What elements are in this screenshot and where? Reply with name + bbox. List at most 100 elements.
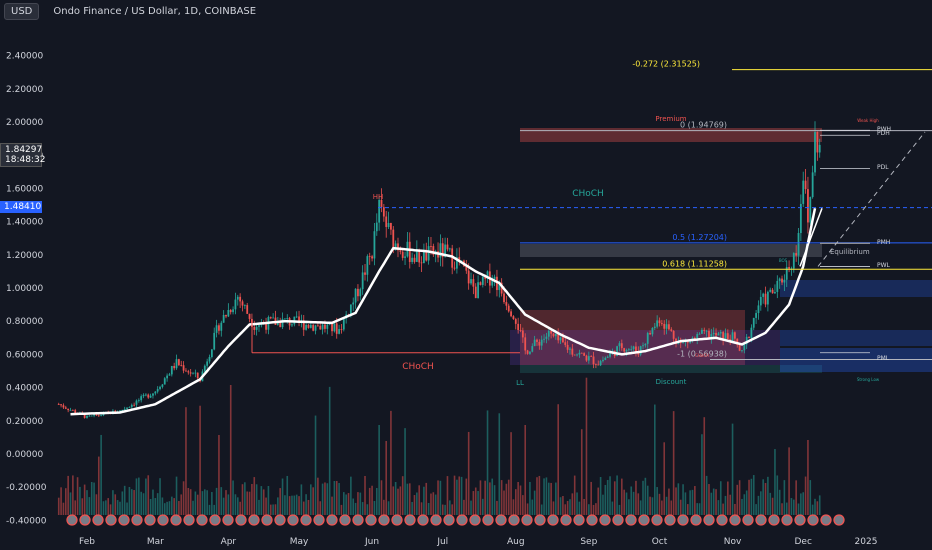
candle-body bbox=[173, 365, 176, 369]
volume-bar bbox=[220, 487, 223, 515]
volume-bar bbox=[491, 478, 494, 515]
y-axis-tick: 0.00000 bbox=[6, 450, 43, 460]
volume-bar bbox=[69, 492, 72, 515]
volume-bar bbox=[479, 480, 482, 515]
volume-bar bbox=[698, 503, 701, 515]
candle-body bbox=[571, 348, 574, 355]
candle-body bbox=[218, 325, 220, 331]
candle-body bbox=[368, 256, 371, 257]
candle-body bbox=[291, 324, 293, 326]
volume-bar bbox=[373, 500, 376, 515]
volume-bar bbox=[62, 502, 65, 515]
volume-bar bbox=[580, 429, 583, 515]
candle-body bbox=[307, 324, 310, 328]
candle-body bbox=[326, 324, 329, 329]
volume-bar bbox=[449, 500, 451, 515]
candle-body bbox=[156, 389, 159, 392]
candle-body bbox=[799, 203, 802, 234]
volume-bar bbox=[467, 431, 470, 515]
volume-bar bbox=[811, 504, 814, 515]
volume-bar bbox=[783, 480, 786, 515]
event-icon bbox=[820, 514, 832, 526]
volume-bar bbox=[774, 449, 776, 515]
candle-body bbox=[57, 404, 60, 405]
currency-button[interactable]: USD bbox=[4, 2, 40, 20]
candle-body bbox=[354, 288, 357, 303]
volume-bar bbox=[804, 476, 807, 515]
volume-bar bbox=[507, 479, 510, 515]
candle-body bbox=[809, 197, 812, 223]
fib-level-label: -1 (0.56938) bbox=[677, 349, 727, 358]
candle-body bbox=[145, 394, 147, 396]
volume-bar bbox=[734, 503, 736, 515]
candle-body bbox=[465, 266, 468, 271]
volume-bar bbox=[498, 413, 501, 515]
candle-body bbox=[88, 415, 91, 417]
candle-body bbox=[576, 354, 578, 356]
candle-body bbox=[580, 352, 583, 354]
candle-body bbox=[769, 289, 772, 292]
candle-body bbox=[189, 372, 192, 374]
candle-body bbox=[382, 207, 385, 217]
volume-bar bbox=[642, 480, 644, 515]
candle-body bbox=[439, 243, 442, 258]
volume-bar bbox=[788, 447, 790, 515]
candle-body bbox=[338, 329, 340, 334]
volume-bar bbox=[444, 504, 446, 515]
candle-body bbox=[783, 279, 786, 283]
volume-bar bbox=[646, 485, 649, 515]
candle-body bbox=[646, 332, 649, 344]
volume-bar bbox=[123, 485, 126, 515]
projection-solid-line bbox=[799, 208, 823, 267]
candle-body bbox=[599, 361, 602, 366]
candle-body bbox=[93, 414, 95, 416]
candle-body bbox=[71, 409, 74, 411]
pmh-label: PMH bbox=[877, 239, 890, 246]
premium-zone bbox=[520, 128, 822, 142]
volume-bar bbox=[213, 504, 216, 515]
volume-bar bbox=[425, 482, 428, 515]
pml-label: PML bbox=[877, 355, 890, 362]
volume-bar bbox=[100, 434, 102, 515]
y-axis-tick: 0.80000 bbox=[6, 317, 43, 327]
candle-body bbox=[366, 256, 369, 275]
candle-body bbox=[357, 288, 359, 297]
pdl-label: PDL bbox=[877, 164, 889, 171]
event-icon bbox=[144, 514, 156, 526]
volume-bar bbox=[404, 428, 406, 515]
candle-body bbox=[64, 407, 67, 409]
choch-small-label: CHoCH bbox=[695, 353, 709, 358]
candle-body bbox=[623, 348, 626, 352]
volume-bar bbox=[234, 494, 237, 515]
candle-body bbox=[587, 356, 590, 361]
candle-body bbox=[215, 325, 218, 333]
volume-bar bbox=[696, 503, 699, 515]
volume-bar bbox=[76, 477, 79, 515]
candle-body bbox=[642, 345, 644, 347]
volume-bar bbox=[451, 504, 453, 515]
candle-body bbox=[154, 391, 157, 394]
candle-body bbox=[472, 279, 475, 287]
volume-bar bbox=[439, 480, 442, 515]
event-icon bbox=[326, 514, 338, 526]
candle-body bbox=[781, 278, 783, 283]
candle-body bbox=[258, 325, 260, 327]
volume-bar bbox=[401, 476, 404, 515]
volume-bar bbox=[406, 483, 409, 515]
event-icon bbox=[170, 514, 182, 526]
candle-body bbox=[590, 356, 593, 357]
volume-bar bbox=[319, 501, 322, 515]
volume-bar bbox=[484, 480, 486, 515]
volume-bar bbox=[366, 504, 369, 515]
volume-bar bbox=[675, 487, 677, 515]
volume-bar bbox=[225, 490, 227, 515]
volume-bar bbox=[708, 484, 710, 515]
candle-body bbox=[554, 333, 557, 337]
event-icon bbox=[183, 514, 195, 526]
volume-bar bbox=[510, 432, 512, 515]
y-axis-tick: 1.00000 bbox=[6, 284, 43, 294]
x-axis-tick: Oct bbox=[652, 537, 668, 547]
x-axis-tick: Feb bbox=[79, 537, 95, 547]
event-icon bbox=[196, 514, 208, 526]
